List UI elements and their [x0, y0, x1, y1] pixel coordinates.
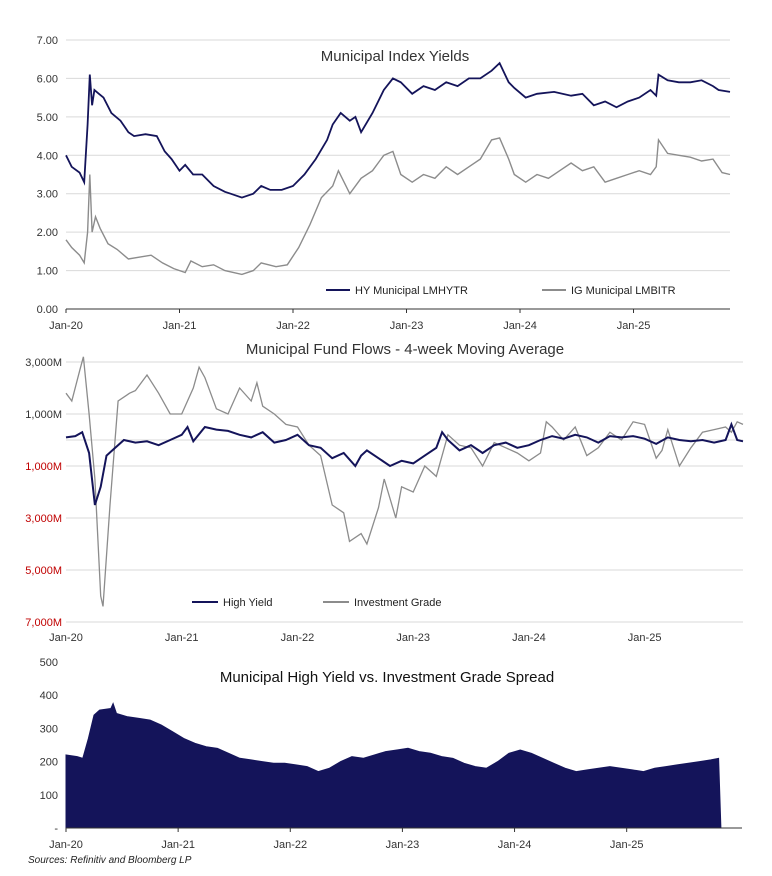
chart-yields-title: Municipal Index Yields [321, 48, 469, 65]
spread-y-tick-label: 200 [40, 757, 58, 769]
chart-spread-title: Municipal High Yield vs. Investment Grad… [220, 669, 554, 686]
flows-x-tick-label: Jan-20 [49, 632, 83, 644]
yields-x-tick-label: Jan-20 [49, 320, 83, 332]
flows-y-tick-label: 1,000M [25, 409, 62, 421]
spread-y-tick-label: 500 [40, 657, 58, 669]
flows-y-tick-label: 3,000M [25, 513, 62, 525]
yields-x-tick-label: Jan-23 [390, 320, 424, 332]
chart-spread: - 100 200 300 400 500 Jan-20 Jan-21 Jan-22 Jan-2… [40, 657, 742, 851]
investment-grade-flow-line [65, 356, 744, 607]
yields-y-tick-label: 7.00 [37, 35, 58, 47]
source-note: Sources: Refinitiv and Bloomberg LP [28, 855, 192, 866]
flows-x-tick-label: Jan-22 [281, 632, 315, 644]
flows-y-tick-label: 3,000M [25, 357, 62, 369]
spread-y-tick-label: 400 [40, 690, 58, 702]
hy-yield-line [65, 61, 731, 199]
chart-flows: 3,000M 1,000M 1,000M 3,000M 5,000M 7,000M Jan… [25, 341, 744, 644]
yields-x-tick-label: Jan-25 [617, 320, 651, 332]
yields-y-tick-label: 1.00 [37, 266, 58, 278]
yields-x-tick-label: Jan-24 [503, 320, 537, 332]
chart-flows-title: Municipal Fund Flows - 4-week Moving Ave… [246, 341, 564, 358]
spread-x-tick-label: Jan-20 [49, 839, 83, 851]
yields-x-tick-label: Jan-22 [276, 320, 310, 332]
yields-y-tick-label: 2.00 [37, 227, 58, 239]
flows-x-tick-label: Jan-25 [628, 632, 662, 644]
spread-area [65, 702, 722, 829]
flows-y-tick-label: 5,000M [25, 565, 62, 577]
ig-yield-line [65, 137, 731, 276]
legend-hy-label: HY Municipal LMHYTR [355, 285, 468, 297]
legend-ig-label: IG Municipal LMBITR [571, 285, 676, 297]
legend-high-yield-label: High Yield [223, 597, 273, 609]
spread-x-tick-label: Jan-25 [610, 839, 644, 851]
spread-y-tick-label: - [54, 823, 58, 835]
yields-y-tick-label: 6.00 [37, 73, 58, 85]
high-yield-flow-line [65, 421, 744, 506]
yields-y-tick-label: 3.00 [37, 189, 58, 201]
yields-y-tick-label: 0.00 [37, 304, 58, 316]
flows-y-tick-label: 1,000M [25, 461, 62, 473]
flows-x-tick-label: Jan-23 [396, 632, 430, 644]
flows-y-tick-label: 7,000M [25, 617, 62, 629]
chart-yields: 0.00 1.00 2.00 3.00 4.00 5.00 6.00 7.00 Jan-20 J… [37, 35, 731, 332]
yields-y-tick-label: 5.00 [37, 112, 58, 124]
spread-x-tick-label: Jan-22 [273, 839, 307, 851]
spread-x-tick-label: Jan-21 [161, 839, 195, 851]
spread-y-tick-label: 100 [40, 790, 58, 802]
spread-y-tick-label: 300 [40, 723, 58, 735]
flows-x-tick-label: Jan-24 [512, 632, 546, 644]
legend-investment-grade-label: Investment Grade [354, 597, 441, 609]
yields-y-tick-label: 4.00 [37, 150, 58, 162]
flows-x-tick-label: Jan-21 [165, 632, 199, 644]
yields-x-tick-label: Jan-21 [163, 320, 197, 332]
spread-x-tick-label: Jan-23 [386, 839, 420, 851]
spread-x-tick-label: Jan-24 [498, 839, 532, 851]
